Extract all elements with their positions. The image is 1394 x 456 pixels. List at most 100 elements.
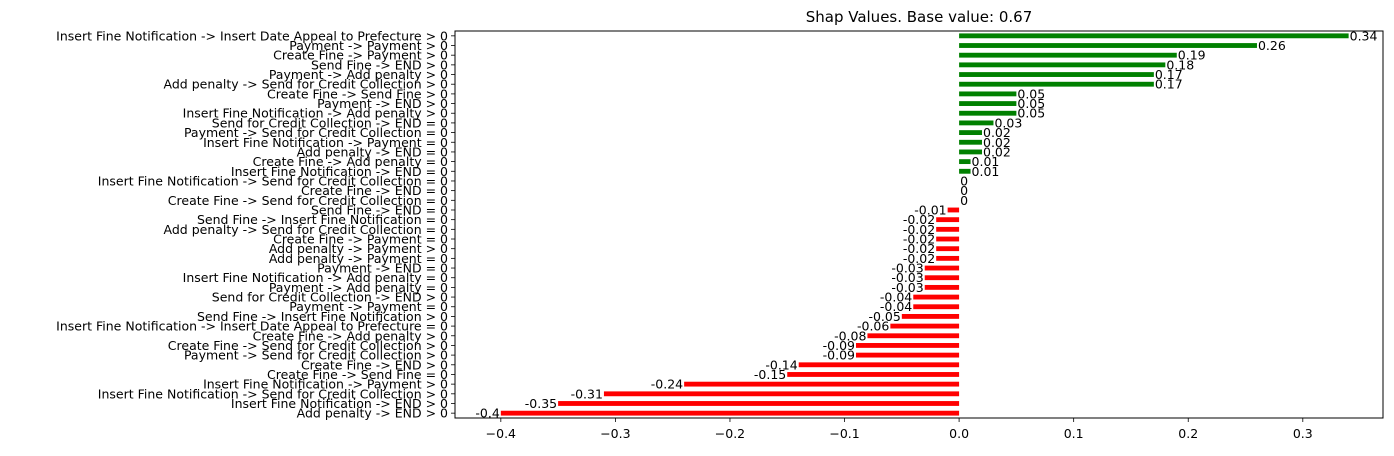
bar xyxy=(959,139,983,145)
category-label: Create Fine -> Send Fine > 0 xyxy=(267,86,448,101)
data-label: -0.02 xyxy=(903,222,935,237)
category-label: Payment -> END > 0 xyxy=(317,96,448,111)
data-label: 0.01 xyxy=(972,164,1000,179)
bar xyxy=(959,91,1017,97)
x-tick-label: 0.2 xyxy=(1178,426,1198,441)
category-label: Add penalty -> Payment > 0 xyxy=(269,241,448,256)
data-label: -0.09 xyxy=(823,348,855,363)
bar xyxy=(936,226,960,232)
data-label: 0 xyxy=(960,193,968,208)
bar xyxy=(959,72,1154,77)
bar xyxy=(959,110,1017,116)
category-label: Add penalty -> END = 0 xyxy=(297,144,448,159)
bar xyxy=(959,52,1177,58)
category-label: Payment -> Send for Credit Collection > … xyxy=(184,348,448,363)
category-label: Add penalty -> Send for Credit Collectio… xyxy=(164,77,449,92)
data-label: -0.02 xyxy=(903,232,935,247)
category-label: Payment -> Add penalty = 0 xyxy=(269,280,448,295)
data-label: -0.02 xyxy=(903,212,935,227)
data-label: -0.4 xyxy=(475,406,499,421)
data-label: -0.02 xyxy=(903,251,935,266)
bar xyxy=(855,352,960,358)
bar xyxy=(936,236,960,242)
data-label: -0.01 xyxy=(914,202,946,217)
category-label-group: Insert Fine Notification -> Insert Date … xyxy=(56,28,455,421)
data-label: -0.15 xyxy=(754,367,786,382)
data-label: -0.31 xyxy=(571,386,603,401)
bar xyxy=(959,62,1166,68)
bar xyxy=(959,159,971,165)
data-label: 0.19 xyxy=(1178,48,1206,63)
category-label: Insert Fine Notification -> Send for Cre… xyxy=(98,173,448,188)
category-label: Add penalty -> END > 0 xyxy=(297,406,448,421)
x-tick-label: −0.2 xyxy=(715,426,745,441)
bar xyxy=(867,333,960,339)
data-label: -0.35 xyxy=(525,396,557,411)
data-label: -0.03 xyxy=(891,270,923,285)
category-label: Insert Fine Notification -> Payment > 0 xyxy=(203,377,448,392)
bar xyxy=(924,265,960,271)
category-label: Send Fine -> Insert Fine Notification > … xyxy=(197,309,448,324)
plot-frame xyxy=(454,30,1384,419)
x-tick-label: 0.1 xyxy=(1064,426,1084,441)
category-label: Create Fine -> Payment = 0 xyxy=(273,232,448,247)
category-label: Create Fine -> Send Fine = 0 xyxy=(267,367,448,382)
data-label: -0.04 xyxy=(880,290,912,305)
bar xyxy=(936,255,960,261)
data-label: 0.05 xyxy=(1017,86,1045,101)
bar xyxy=(924,275,960,281)
category-label: Create Fine -> END = 0 xyxy=(301,183,448,198)
chart-title: Shap Values. Base value: 0.67 xyxy=(806,8,1033,26)
category-label: Insert Fine Notification -> Add penalty … xyxy=(183,270,448,285)
bar xyxy=(890,323,960,329)
bar xyxy=(558,401,960,406)
x-tick-label: 0.0 xyxy=(949,426,969,441)
data-label: -0.04 xyxy=(880,299,912,314)
data-label: -0.14 xyxy=(765,357,797,372)
data-label: 0.02 xyxy=(983,144,1011,159)
bar xyxy=(855,343,960,348)
category-label: Create Fine -> Send for Credit Collectio… xyxy=(168,338,448,353)
bar xyxy=(684,381,960,387)
data-label: 0.02 xyxy=(983,135,1011,150)
data-label: -0.03 xyxy=(891,261,923,276)
category-label: Insert Fine Notification -> Insert Date … xyxy=(56,319,448,334)
bar xyxy=(787,372,960,377)
category-label: Payment -> END = 0 xyxy=(317,261,448,276)
category-label: Create Fine -> Send for Credit Collectio… xyxy=(168,193,448,208)
x-tick-label: −0.4 xyxy=(486,426,516,441)
bar xyxy=(500,410,960,416)
bar xyxy=(959,149,983,155)
data-label: 0.26 xyxy=(1258,38,1286,53)
category-label: Insert Fine Notification -> Add penalty … xyxy=(183,106,448,121)
data-label: 0.17 xyxy=(1155,67,1183,82)
bar xyxy=(936,246,960,252)
category-label: Send Fine -> END = 0 xyxy=(311,202,448,217)
category-label: Send for Credit Collection -> END = 0 xyxy=(212,115,448,130)
category-label: Add penalty -> Payment = 0 xyxy=(269,251,448,266)
category-label: Payment -> Send for Credit Collection = … xyxy=(184,125,448,140)
data-label: 0.01 xyxy=(972,154,1000,169)
category-label: Create Fine -> END > 0 xyxy=(301,357,448,372)
category-label: Add penalty -> Send for Credit Collectio… xyxy=(164,222,449,237)
category-label: Send for Credit Collection -> END > 0 xyxy=(212,290,448,305)
category-label: Insert Fine Notification -> Send for Cre… xyxy=(98,386,448,401)
bar xyxy=(959,130,983,136)
category-label: Insert Fine Notification -> Payment = 0 xyxy=(203,135,448,150)
data-label-group: 0.340.260.190.180.170.170.050.050.050.03… xyxy=(475,28,1377,420)
x-axis: −0.4 −0.3 −0.2 −0.1 0.0 0.1 0.2 0.3 xyxy=(486,418,1313,441)
category-label: Send Fine -> Insert Fine Notification = … xyxy=(197,212,448,227)
x-tick-label: −0.1 xyxy=(829,426,859,441)
bar xyxy=(913,304,960,310)
data-label: -0.02 xyxy=(903,241,935,256)
bar xyxy=(959,101,1017,106)
data-label: -0.03 xyxy=(891,280,923,295)
bar xyxy=(959,120,994,126)
data-label: -0.08 xyxy=(834,328,866,343)
data-label: 0 xyxy=(960,173,968,188)
bar xyxy=(936,217,960,223)
bar xyxy=(924,284,960,290)
data-label: 0.17 xyxy=(1155,77,1183,92)
bar xyxy=(947,207,960,213)
